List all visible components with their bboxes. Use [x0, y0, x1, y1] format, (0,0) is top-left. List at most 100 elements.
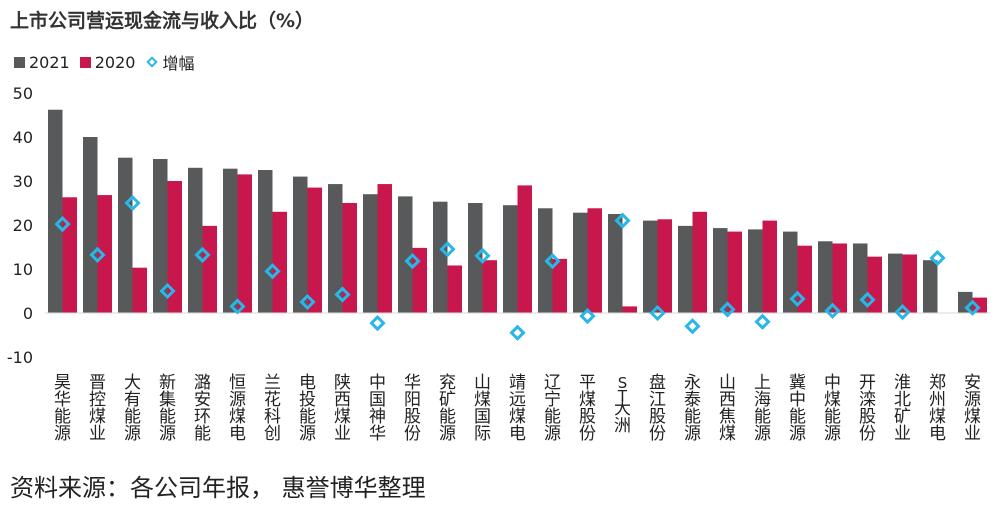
x-tick-label: 陕	[334, 373, 351, 393]
bar-2021	[748, 229, 763, 313]
x-tick-label: 份	[404, 424, 421, 444]
growth-marker	[369, 314, 386, 332]
x-tick-label: 中	[369, 373, 386, 393]
x-tick-label: 业	[894, 424, 911, 444]
x-tick-label: 煤	[509, 407, 526, 427]
bar-2021	[188, 167, 203, 313]
x-tick-label: 源	[684, 424, 701, 444]
x-tick-label: 焦	[719, 407, 736, 427]
bar-2021	[468, 203, 483, 313]
x-tick-label: 股	[579, 407, 596, 427]
x-tick-label: 源	[159, 424, 176, 444]
x-tick-label: 滦	[859, 390, 876, 410]
y-tick-label: 40	[13, 128, 33, 147]
x-tick-label: 西	[719, 390, 736, 410]
growth-marker	[194, 246, 211, 264]
bar-2021	[223, 168, 238, 313]
x-tick-label: 业	[334, 424, 351, 444]
x-tick-label: 业	[964, 424, 981, 444]
x-tick-label: 华	[54, 390, 71, 410]
x-tick-label: 盘	[649, 373, 666, 393]
x-tick-label: 能	[439, 407, 456, 427]
bar-2020	[377, 184, 392, 313]
x-tick-label: 神	[369, 407, 386, 427]
bar-2021	[818, 241, 833, 313]
x-tick-label: 煤	[579, 390, 596, 410]
x-tick-label: 业	[89, 424, 106, 444]
x-tick-label: 煤	[719, 424, 736, 444]
legend-item-2020: 2020	[79, 53, 135, 72]
growth-marker	[299, 293, 316, 311]
x-tick-label: 电	[229, 424, 246, 444]
x-tick-label: 煤	[334, 407, 351, 427]
bar-2021	[783, 231, 798, 313]
bar-2021	[643, 220, 658, 313]
bar-2020	[832, 243, 847, 313]
bar-2020	[202, 225, 217, 313]
bar-2021	[363, 194, 378, 313]
x-tick-label: 远	[509, 390, 526, 410]
bar-2020	[482, 260, 497, 313]
x-tick-label: 淮	[894, 373, 911, 393]
bar-2021	[958, 291, 973, 313]
x-tick-label: 煤	[89, 407, 106, 427]
bar-2021	[398, 196, 413, 313]
x-tick-label: 煤	[474, 390, 491, 410]
x-tick-label: 新	[159, 373, 176, 393]
growth-marker	[614, 212, 631, 229]
x-tick-label: 矿	[894, 407, 911, 427]
bar-2021	[503, 205, 518, 313]
x-tick-label: 源	[754, 424, 771, 444]
x-tick-label: 上	[754, 373, 771, 393]
x-tick-label: 宁	[544, 390, 561, 410]
growth-marker	[89, 246, 106, 264]
bar-2020	[272, 211, 287, 313]
x-tick-label: 靖	[509, 373, 526, 393]
legend: 2021 2020 增幅	[14, 50, 204, 74]
growth-marker	[684, 318, 701, 335]
legend-label-growth: 增幅	[162, 54, 195, 73]
x-tick-label: 环	[194, 407, 211, 427]
bar-2020	[307, 187, 322, 313]
x-tick-label: 海	[754, 390, 771, 410]
x-tick-label: 份	[859, 424, 876, 444]
source-note: 资料来源：各公司年报， 惠誉博华整理	[10, 474, 426, 502]
x-tick-label: 永	[684, 373, 701, 393]
growth-marker	[824, 302, 841, 319]
bar-2020	[552, 258, 567, 313]
x-tick-label: 花	[264, 390, 281, 410]
x-tick-label: 源	[824, 424, 841, 444]
x-tick-label: 股	[404, 407, 421, 427]
x-tick-label: 能	[789, 407, 806, 427]
bar-2021	[258, 170, 273, 313]
x-tick-label: 矿	[439, 390, 456, 410]
bar-2021	[328, 184, 343, 313]
growth-marker	[509, 324, 526, 341]
bar-2020	[762, 220, 777, 313]
x-tick-label: 源	[439, 424, 456, 444]
growth-marker	[929, 249, 946, 267]
bar-2021	[678, 225, 693, 313]
x-tick-label: 创	[264, 424, 281, 444]
bar-2021	[118, 157, 133, 313]
bar-2020	[902, 254, 917, 313]
x-tick-label: 潞	[194, 373, 211, 393]
growth-marker	[649, 304, 666, 322]
x-tick-label: 华	[404, 373, 421, 393]
bar-2020	[517, 185, 532, 313]
x-tick-label: 源	[544, 424, 561, 444]
y-tick-label: 0	[23, 304, 33, 323]
x-tick-label: S	[618, 374, 628, 392]
legend-item-growth: 增幅	[145, 50, 194, 74]
x-tick-label: 国	[369, 390, 386, 410]
growth-marker	[859, 291, 876, 308]
x-tick-label: 际	[474, 424, 491, 444]
growth-marker	[264, 263, 281, 280]
bar-2021	[888, 253, 903, 313]
growth-marker	[439, 241, 456, 258]
x-tick-label: 晋	[89, 373, 106, 393]
x-tick-label: 辽	[544, 373, 561, 393]
legend-label-2021: 2021	[29, 52, 70, 72]
legend-swatch-2020	[79, 56, 91, 68]
x-tick-label: 平	[579, 373, 596, 393]
